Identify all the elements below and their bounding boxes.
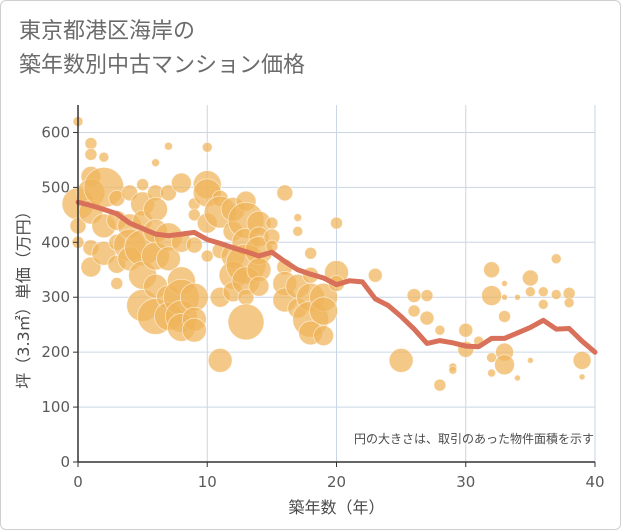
- x-tick-label-10: 10: [198, 473, 217, 491]
- bubble-point-111: [433, 378, 447, 392]
- bubble-point-129: [524, 286, 536, 298]
- bubble-point-106: [406, 288, 422, 303]
- y-axis-label: 坪（3.3㎡）単価（万円）: [14, 203, 33, 388]
- bubble-point-125: [494, 354, 515, 376]
- bubble-point-5: [84, 148, 98, 161]
- trend-line: [75, 199, 598, 355]
- bubble-point-128: [521, 269, 539, 287]
- bubble-point-54: [181, 317, 207, 343]
- bubble-point-126: [514, 293, 521, 301]
- bubble-point-121: [501, 280, 508, 287]
- y-tick-label-400: 400: [41, 233, 70, 251]
- bubble-point-38: [160, 184, 177, 202]
- y-tick-label-0: 0: [60, 453, 70, 471]
- axes: 0 100 200 300 400 500 600 0 10 20 30 40: [41, 105, 605, 491]
- bubble-point-133: [550, 253, 562, 265]
- bubble-point-100: [313, 325, 334, 347]
- bubble-point-123: [498, 310, 511, 323]
- bubble-point-82: [265, 216, 279, 230]
- bubble-point-32: [143, 196, 168, 222]
- bubble-point-55: [201, 141, 213, 153]
- bubble-point-114: [458, 322, 474, 338]
- x-tick-label-40: 40: [585, 473, 604, 491]
- bubble-series: [61, 116, 592, 392]
- bubble-point-130: [526, 356, 534, 364]
- bubble-point-118: [481, 285, 503, 306]
- bubble-point-30: [151, 158, 160, 168]
- bubble-point-51: [185, 236, 203, 254]
- y-tick-label-300: 300: [41, 288, 70, 306]
- chart-title-line-1: 東京都港区海岸の: [19, 19, 196, 44]
- bubble-point-89: [293, 213, 303, 222]
- bubble-point-24: [136, 178, 150, 192]
- bubble-point-81: [248, 275, 270, 297]
- bubble-point-99: [309, 296, 338, 326]
- chart-title-line-2: 築年数別中古マンション価格: [19, 53, 306, 78]
- chart-title: 東京都港区海岸の 築年数別中古マンション価格: [19, 15, 305, 83]
- bubble-point-132: [537, 298, 549, 310]
- bubble-point-122: [501, 293, 508, 301]
- y-tick-label-600: 600: [41, 123, 70, 141]
- bubble-point-109: [419, 310, 435, 326]
- bubble-point-11: [98, 151, 110, 163]
- bubble-point-90: [292, 225, 304, 237]
- bubble-point-138: [578, 373, 586, 381]
- x-tick-label-0: 0: [73, 473, 83, 491]
- bubble-point-93: [304, 246, 318, 260]
- bubble-point-110: [434, 324, 446, 336]
- bubble-point-85: [276, 184, 294, 202]
- bubble-point-105: [388, 347, 414, 373]
- bubble-point-120: [487, 368, 497, 378]
- bubble-point-108: [420, 289, 434, 302]
- bubble-point-107: [407, 304, 421, 318]
- bubble-point-19: [110, 277, 124, 290]
- bubble-point-104: [367, 267, 383, 283]
- bubble-point-131: [537, 286, 549, 298]
- bubble-point-40: [156, 246, 181, 272]
- bubble-point-101: [330, 216, 343, 230]
- bubble-point-59: [200, 249, 214, 263]
- x-tick-label-30: 30: [456, 473, 475, 491]
- x-tick-label-20: 20: [327, 473, 346, 491]
- bubble-point-119: [486, 352, 498, 364]
- y-tick-label-200: 200: [41, 343, 70, 361]
- y-tick-label-500: 500: [41, 178, 70, 196]
- bubble-point-127: [514, 374, 521, 382]
- bubble-point-136: [563, 297, 575, 309]
- bubble-point-137: [572, 350, 592, 370]
- bubble-point-37: [164, 141, 173, 151]
- bubble-point-76: [227, 303, 265, 341]
- bubble-point-43: [170, 172, 192, 194]
- x-axis-label: 築年数（年）: [288, 498, 384, 517]
- bubble-point-134: [550, 289, 562, 300]
- bubble-point-117: [483, 261, 501, 279]
- bubble-point-113: [448, 365, 458, 375]
- bubble-point-50: [187, 208, 201, 222]
- y-tick-label-100: 100: [41, 398, 70, 416]
- bubble-point-64: [207, 347, 233, 373]
- bubble-point-4: [84, 137, 98, 150]
- size-annotation: 円の大きさは、取引のあった物件面積を示す: [354, 431, 594, 446]
